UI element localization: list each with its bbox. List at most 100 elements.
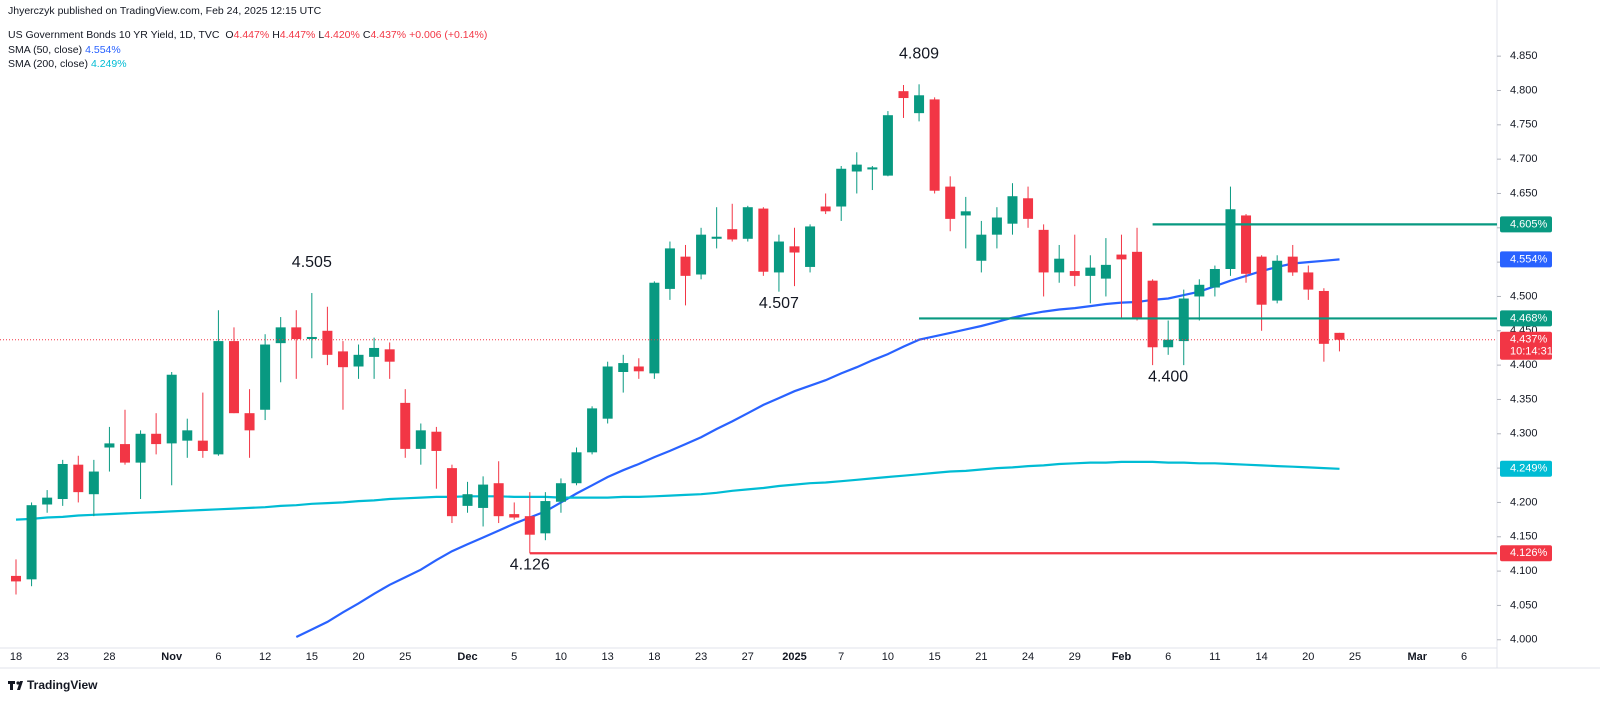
price-badge-label: 4.437% xyxy=(1510,334,1548,346)
candle-body xyxy=(789,246,800,253)
y-tick-label: 4.300 xyxy=(1510,428,1538,440)
ohlc-value: 4.437% xyxy=(370,29,407,41)
y-tick-label: 4.500 xyxy=(1510,290,1538,302)
candle-body xyxy=(135,433,146,463)
annotation: 4.126 xyxy=(510,556,550,573)
candle-body xyxy=(291,327,302,340)
x-tick-label: 20 xyxy=(352,651,364,663)
x-tick-label: 15 xyxy=(306,651,318,663)
annotation: 4.400 xyxy=(1148,368,1188,385)
y-tick-label: 4.850 xyxy=(1510,50,1538,62)
x-tick-label: Feb xyxy=(1112,651,1132,663)
price-badge xyxy=(1500,460,1552,477)
candle-body xyxy=(805,226,816,267)
brand-logo xyxy=(8,681,23,690)
candle-body xyxy=(742,207,753,239)
candle-body xyxy=(976,234,987,261)
x-tick-label: Mar xyxy=(1408,651,1428,663)
candle-body xyxy=(73,464,84,493)
candle-body xyxy=(11,575,21,582)
candle-body xyxy=(244,413,255,431)
candle-body xyxy=(42,497,53,505)
candle-body xyxy=(898,91,909,99)
sma-name: SMA (200, close) xyxy=(8,58,88,70)
price-badge xyxy=(1500,216,1552,233)
x-tick-label: 13 xyxy=(602,651,614,663)
candle-body xyxy=(945,186,956,219)
publisher-line: Jhyerczyk published on TradingView.com, … xyxy=(8,5,322,17)
candle-body xyxy=(680,256,691,276)
x-tick-label: 27 xyxy=(742,651,754,663)
x-tick-label: Nov xyxy=(161,651,183,663)
x-tick-label: 15 xyxy=(929,651,941,663)
candle-body xyxy=(1256,256,1267,305)
candle-body xyxy=(602,366,613,419)
ohlc-key: L xyxy=(318,29,325,41)
candle-body xyxy=(1116,254,1127,260)
y-tick-label: 4.150 xyxy=(1510,531,1538,543)
candle-body xyxy=(836,168,847,207)
y-tick-label: 4.650 xyxy=(1510,187,1538,199)
y-tick-label: 4.800 xyxy=(1510,84,1538,96)
x-tick-label: 2025 xyxy=(782,651,806,663)
sma-line xyxy=(15,460,1340,521)
candle-body xyxy=(1100,264,1111,279)
candle-body xyxy=(1132,251,1143,320)
y-tick-label: 4.200 xyxy=(1510,496,1538,508)
brand: TradingView xyxy=(27,678,98,692)
candle-body xyxy=(119,444,130,463)
price-badge-label: 4.126% xyxy=(1510,547,1548,559)
candle-body xyxy=(1178,298,1189,342)
candle-body xyxy=(540,501,551,534)
sma-legend: SMA (50, close) 4.554% xyxy=(8,44,124,56)
candle-body xyxy=(1272,260,1283,301)
candle-body xyxy=(213,341,224,455)
candle-body xyxy=(462,494,473,506)
candle-body xyxy=(1163,339,1174,348)
candle-body xyxy=(1209,268,1220,288)
price-badge xyxy=(1500,310,1552,327)
ohlc-key: C xyxy=(362,29,371,41)
candle-body xyxy=(1007,196,1018,224)
x-tick-label: 10 xyxy=(555,651,567,663)
candle-body xyxy=(166,374,177,444)
x-tick-label: 5 xyxy=(511,651,517,663)
annotation: 4.507 xyxy=(759,295,799,312)
sma-value: 4.554% xyxy=(85,44,121,56)
candle-body xyxy=(353,354,364,367)
candle-body xyxy=(1147,280,1158,348)
candle-body xyxy=(306,336,317,340)
x-tick-label: 10 xyxy=(882,651,894,663)
candle-body xyxy=(415,430,426,449)
sma-line xyxy=(295,258,1340,638)
candle-body xyxy=(851,164,862,172)
price-badge-label: 4.249% xyxy=(1510,463,1548,475)
candle-body xyxy=(1303,272,1314,290)
y-tick-label: 4.400 xyxy=(1510,359,1538,371)
candle-body xyxy=(104,443,115,448)
candle-body xyxy=(400,402,411,449)
candle-body xyxy=(478,484,489,508)
candle-body xyxy=(555,483,566,502)
ohlc-value: 4.447% xyxy=(279,29,316,41)
y-tick-label: 4.350 xyxy=(1510,393,1538,405)
x-tick-label: Dec xyxy=(457,651,477,663)
candle-body xyxy=(337,351,348,368)
x-tick-label: 23 xyxy=(695,651,707,663)
symbol-title: US Government Bonds 10 YR Yield, 1D, TVC xyxy=(8,29,220,41)
candle-body xyxy=(228,341,239,414)
y-tick-label: 4.050 xyxy=(1510,599,1538,611)
x-tick-label: 25 xyxy=(1349,651,1361,663)
annotation: 4.505 xyxy=(292,254,332,271)
x-tick-label: 29 xyxy=(1069,651,1081,663)
x-tick-label: 28 xyxy=(103,651,115,663)
candle-body xyxy=(509,514,520,518)
candle-body xyxy=(664,248,675,289)
candle-body xyxy=(618,363,629,372)
x-tick-label: 7 xyxy=(838,651,844,663)
price-badge xyxy=(1500,251,1552,268)
candle-body xyxy=(151,433,162,445)
candle-body xyxy=(1023,198,1034,219)
candle-body xyxy=(914,95,925,114)
ohlc-value: 4.420% xyxy=(324,29,360,41)
